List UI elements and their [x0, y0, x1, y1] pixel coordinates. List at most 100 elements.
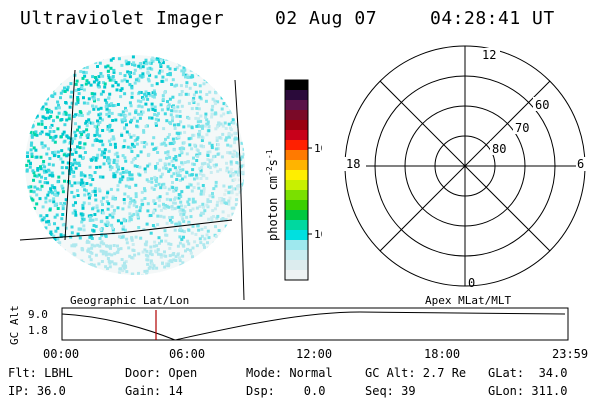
longitude-line: [234, 79, 245, 300]
uv-pixel: [146, 77, 150, 81]
uv-pixel: [192, 162, 196, 166]
uv-pixel: [204, 274, 208, 275]
uv-pixel: [214, 248, 218, 252]
uv-pixel: [236, 152, 240, 156]
uv-pixel: [140, 75, 144, 79]
uv-pixel: [234, 236, 238, 240]
uv-pixel: [27, 126, 30, 129]
uv-pixel: [98, 244, 102, 248]
uv-pixel: [35, 71, 39, 75]
uv-pixel: [164, 143, 168, 147]
uv-pixel: [188, 62, 192, 66]
uv-pixel: [190, 107, 194, 111]
status-mode: Mode: Normal: [246, 366, 333, 380]
uv-pixel: [197, 186, 201, 190]
uv-pixel: [242, 202, 245, 206]
uv-image-panel: [19, 55, 245, 300]
uv-pixel: [164, 167, 168, 171]
uv-pixel: [79, 173, 83, 177]
uv-pixel: [78, 141, 82, 145]
uv-pixel: [45, 220, 49, 224]
uv-pixel: [31, 124, 35, 128]
uv-pixel: [153, 175, 157, 179]
uv-pixel: [212, 241, 216, 245]
uv-pixel: [45, 66, 49, 70]
uv-pixel: [189, 183, 193, 187]
plot-title-apex: Apex MLat/MLT: [425, 294, 512, 307]
uv-pixel: [156, 248, 160, 252]
uv-pixel: [200, 135, 204, 139]
uv-pixel: [154, 180, 158, 184]
uv-intensity-map: [25, 55, 245, 275]
uv-pixel: [220, 274, 224, 275]
uv-pixel: [68, 172, 72, 176]
uv-pixel: [137, 112, 140, 116]
x-tick-label: 00:00: [43, 347, 80, 361]
uv-pixel: [112, 70, 116, 74]
uv-pixel: [40, 130, 44, 134]
uv-pixel: [169, 242, 173, 246]
uv-pixel: [102, 151, 106, 155]
uv-pixel: [100, 219, 104, 223]
uv-pixel: [216, 214, 220, 218]
uv-pixel: [28, 165, 32, 169]
uv-pixel: [109, 168, 112, 172]
uv-pixel: [130, 95, 134, 99]
uv-pixel: [167, 169, 171, 173]
uv-pixel: [199, 97, 203, 101]
uv-pixel: [162, 206, 166, 210]
uv-pixel: [63, 86, 66, 90]
uv-pixel: [101, 90, 105, 94]
uv-pixel: [106, 207, 110, 211]
uv-pixel: [165, 204, 169, 208]
uv-pixel: [76, 232, 80, 236]
uv-pixel: [122, 118, 126, 122]
uv-pixel: [110, 253, 114, 257]
uv-pixel: [34, 110, 38, 114]
uv-pixel: [53, 92, 57, 96]
uv-pixel: [43, 242, 47, 246]
uv-pixel: [74, 273, 78, 275]
uv-pixel: [78, 130, 82, 134]
uv-pixel: [118, 72, 122, 75]
uv-pixel: [216, 240, 220, 244]
uv-pixel: [237, 98, 240, 102]
uv-pixel: [69, 235, 73, 239]
uv-pixel: [88, 255, 92, 259]
uv-pixel: [44, 79, 48, 83]
uv-pixel: [49, 270, 53, 274]
uv-pixel: [32, 215, 36, 219]
uv-pixel: [185, 81, 189, 85]
uv-pixel: [51, 82, 55, 86]
uv-pixel: [216, 100, 220, 104]
uv-pixel: [178, 147, 182, 150]
uv-pixel: [26, 58, 29, 62]
uv-pixel: [77, 227, 81, 231]
uv-pixel: [115, 170, 119, 174]
uv-pixel: [151, 211, 155, 215]
uv-pixel: [35, 202, 39, 206]
uv-pixel: [79, 111, 83, 115]
uv-pixel: [143, 167, 147, 171]
uv-pixel: [183, 161, 187, 164]
uv-pixel: [62, 130, 66, 134]
uv-pixel: [66, 68, 70, 72]
uv-pixel: [145, 142, 149, 146]
uv-pixel: [121, 264, 125, 268]
uv-pixel: [221, 132, 225, 136]
uv-pixel: [121, 170, 125, 174]
uv-pixel: [231, 99, 235, 103]
uv-pixel: [41, 163, 45, 167]
uv-pixel: [60, 267, 64, 271]
uv-pixel: [156, 58, 160, 61]
uv-pixel: [132, 116, 136, 120]
uv-pixel: [129, 135, 133, 139]
uv-pixel: [153, 147, 157, 151]
uv-pixel: [31, 118, 35, 122]
uv-pixel: [74, 213, 78, 217]
uv-pixel: [133, 139, 137, 143]
uv-pixel: [190, 147, 194, 151]
uv-pixel: [107, 74, 110, 77]
uv-pixel: [185, 84, 188, 88]
uv-pixel: [51, 253, 55, 257]
